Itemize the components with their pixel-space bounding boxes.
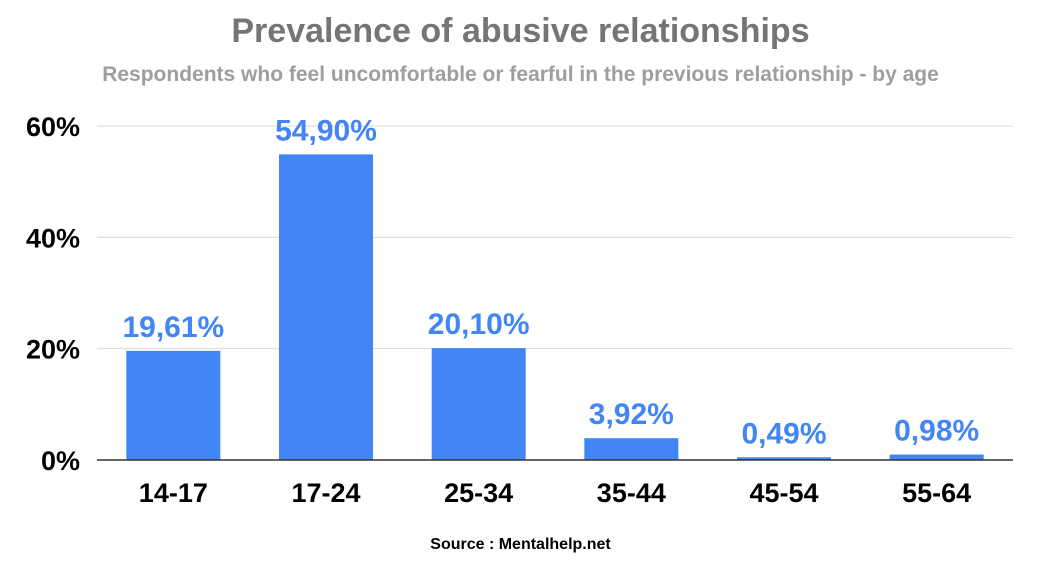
y-tick-label: 40% bbox=[26, 223, 80, 253]
y-tick-label: 20% bbox=[26, 335, 80, 365]
data-label: 20,10% bbox=[428, 308, 530, 341]
data-label: 0,98% bbox=[894, 415, 979, 448]
data-label: 19,61% bbox=[122, 311, 224, 344]
x-tick-label: 14-17 bbox=[139, 478, 208, 508]
x-tick-label: 45-54 bbox=[749, 478, 818, 508]
bar bbox=[737, 457, 831, 460]
bar bbox=[889, 454, 984, 460]
bar bbox=[279, 154, 373, 460]
data-label: 0,49% bbox=[741, 417, 826, 450]
chart-title: Prevalence of abusive relationships bbox=[231, 12, 810, 50]
data-label: 54,90% bbox=[275, 114, 377, 147]
chart-subtitle: Respondents who feel uncomfortable or fe… bbox=[102, 63, 939, 86]
y-tick-label: 0% bbox=[41, 446, 80, 476]
bar bbox=[126, 350, 221, 460]
x-tick-label: 35-44 bbox=[597, 478, 666, 508]
x-tick-label: 25-34 bbox=[444, 478, 513, 508]
x-tick-label: 55-64 bbox=[902, 478, 971, 508]
data-label: 3,92% bbox=[589, 398, 674, 431]
source-note: Source : Mentalhelp.net bbox=[430, 536, 611, 553]
bar bbox=[431, 348, 526, 460]
x-tick-label: 17-24 bbox=[291, 478, 360, 508]
y-tick-label: 60% bbox=[26, 112, 80, 142]
bar bbox=[584, 438, 679, 460]
